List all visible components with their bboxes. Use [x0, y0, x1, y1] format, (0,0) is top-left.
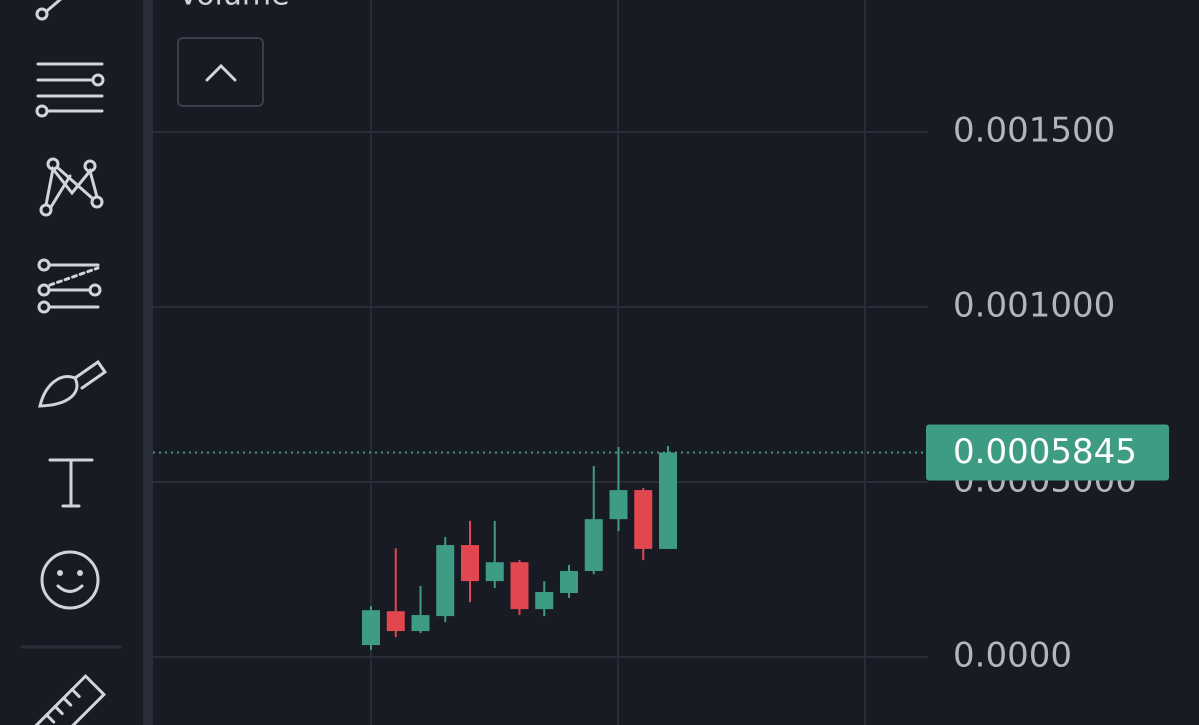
candle-body — [386, 611, 405, 632]
candle-body — [634, 490, 653, 549]
candle-body — [535, 591, 554, 610]
candle-body — [411, 615, 430, 632]
candle-body — [461, 545, 479, 582]
grid — [370, 0, 866, 725]
plot — [153, 130, 928, 659]
candle-body — [584, 519, 603, 571]
toolbar — [0, 0, 143, 725]
last-price-label: 0.0005845 — [953, 432, 1137, 472]
y-tick-label: 0.001000 — [953, 286, 1115, 326]
last-price-box — [926, 424, 1169, 481]
ruler-tool[interactable] — [33, 673, 107, 725]
candle-body — [659, 452, 677, 549]
tool-icons — [20, 0, 122, 725]
candle-body — [362, 610, 380, 646]
text-tool[interactable] — [48, 458, 94, 508]
chevron-up — [205, 63, 237, 82]
candle-body — [560, 570, 578, 594]
candle-body — [609, 490, 628, 520]
collapse-button-frame[interactable] — [177, 37, 264, 107]
y-tick-label: 0.001500 — [953, 110, 1115, 150]
candle-body — [436, 545, 455, 617]
candle-body — [510, 562, 529, 610]
toolbar-divider — [143, 0, 153, 725]
trend-line-tool[interactable] — [35, 0, 62, 21]
collapse-button[interactable] — [177, 37, 264, 107]
brush-tool[interactable] — [38, 359, 108, 408]
emoji-tool[interactable] — [40, 550, 100, 610]
panel-label: Volume — [178, 0, 290, 13]
pattern-tool[interactable] — [39, 157, 104, 217]
fibonacci-tool[interactable] — [37, 258, 102, 314]
candle-body — [485, 562, 504, 582]
horizontal-lines-tool[interactable] — [35, 62, 105, 118]
y-tick-label: 0.0000 — [953, 636, 1072, 676]
